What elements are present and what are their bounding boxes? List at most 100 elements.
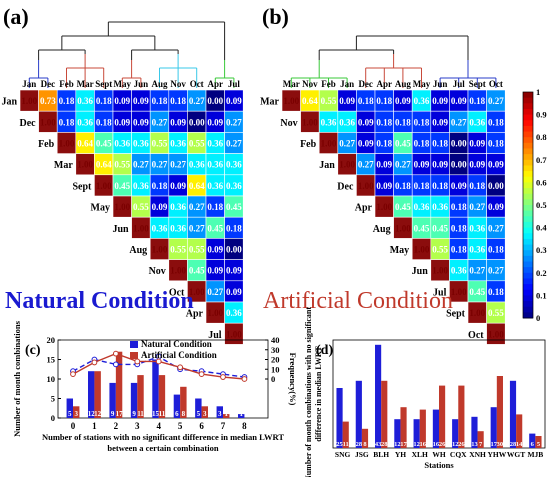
colorbar-segment [523,216,533,223]
heatmap-cell-value: 0.00 [451,160,467,170]
heatmap-col-label: Oct [190,79,204,89]
heatmap-cell-value: 0.36 [339,117,355,127]
y-tick-label: 5 [51,394,55,404]
heatmap-row-label: Mar [54,160,73,171]
heatmap-cell-value: 0.00 [189,117,205,127]
legend-swatch [130,341,138,348]
colorbar-segment [523,250,533,257]
chart-c-bar [180,386,187,418]
heatmap-cell-value: 0.55 [488,308,504,318]
chart-d-bar-label: 12 [413,441,420,448]
chart-d-bar [336,388,343,448]
x-tick-label: 8 [242,421,247,431]
heatmap-cell-value: 0.18 [488,245,504,255]
y2-tick-label: 20 [271,355,280,365]
chart-d-bar [509,380,517,448]
chart-c-bar-label: 1 [224,410,228,418]
heatmap-row-label: May [390,245,409,256]
colorbar-tick-label: 0.1 [536,290,547,300]
artificial-condition-title: Artificial Condition [263,288,453,314]
heatmap-cell-value: 1.00 [133,223,149,233]
chart-d-bar-label: 43 [375,441,382,448]
heatmap-artificial: Mar Nov Feb Jan Dec Apr Aug May Jun Jul Sept OctMar… [260,35,506,345]
heatmap-cell-value: 0.18 [59,117,75,127]
chart-d-bar [413,419,420,448]
heatmap-row-label: Nov [280,118,297,129]
chart-d-bar [432,409,439,448]
dendrogram [28,21,235,88]
heatmap-col-label: Dec [41,79,56,89]
heatmap-row-label: Dec [337,181,354,192]
heatmap-cell-value: 1.00 [469,308,485,318]
heatmap-cell-value: 1.00 [207,308,223,318]
x-tick-label: YH [395,450,406,459]
panel-d-label: (d) [316,343,333,358]
x-tick-label: 6 [199,421,204,431]
heatmap-cell-value: 0.27 [451,117,467,127]
heatmap-col-label: Jul [228,79,241,89]
x-tick-label: 2 [114,421,119,431]
heatmap-cell-value: 0.09 [207,245,223,255]
heatmap-cell-value: 0.09 [376,160,392,170]
chart-c-bar [73,406,80,418]
chart-c-bar-label: 3 [218,410,222,418]
heatmap-row-label: Sept [446,309,466,320]
x-tick-label: MJB [527,450,543,459]
chart-c-bar-label: 3 [74,410,78,418]
heatmap-cell-value: 0.18 [207,202,223,212]
colorbar-segment [523,199,533,206]
chart-d-bar-label: 13 [471,441,478,448]
heatmap-cell-value: 0.18 [376,96,392,106]
chart-c-bar [152,359,159,418]
chart-c-bar [115,351,123,418]
x-tick-label: 0 [71,421,76,431]
colorbar: 0 0.1 0.2 0.3 0.4 0.5 0.6 0.7 0.8 0.9 1 [522,87,547,323]
heatmap-row-label: Feb [300,139,317,150]
chart-d-bar-label: 12 [452,441,459,448]
heatmap-cell-value: 0.36 [321,117,337,127]
y-tick-label: 20 [47,335,56,345]
heatmap-cell-value: 0.09 [395,96,411,106]
chart-c-bar-label: 12 [94,410,102,418]
x-tick-label: XNH [469,450,486,459]
heatmap-col-label: Aug [151,79,168,89]
heatmap-cell-value: 0.55 [432,245,448,255]
heatmap-cell-value: 0.09 [207,266,223,276]
heatmap-cell-value: 0.36 [170,202,186,212]
heatmap-cell-value: 1.00 [189,287,205,297]
heatmap-cell-value: 0.18 [152,96,168,106]
colorbar-segment [523,278,533,285]
colorbar-segment [523,221,533,229]
heatmap-cell-value: 0.09 [488,202,504,212]
chart-c-bar [109,382,116,418]
heatmap-cell-value: 0.18 [451,245,467,255]
heatmap-cell-value: 0.45 [395,139,411,149]
heatmap-cell-value: 1.00 [339,160,355,170]
heatmap-cell-value: 0.45 [432,223,448,233]
chart-c-bar [223,414,230,418]
chart-d-bar-label: 16 [420,441,427,448]
chart-c-frequency-point [134,358,141,365]
chart-d-bar [361,428,369,448]
heatmap-cell-value: 0.18 [488,117,504,127]
heatmap-cell-value: 0.36 [133,139,149,149]
heatmap-cell-value: 0.36 [207,139,223,149]
heatmap-row-label: Mar [260,97,279,108]
legend-swatch [130,352,138,359]
heatmap-cell-value: 0.09 [358,139,374,149]
chart-d-bar [419,409,426,448]
heatmap-cell-value: 0.27 [488,223,504,233]
chart-d-bar [355,380,362,448]
heatmap-cell-value: 0.36 [207,160,223,170]
heatmap-cell-value: 0.36 [226,181,242,191]
heatmap-cell-value: 0.18 [59,96,75,106]
heatmap-cell-value: 0.36 [226,160,242,170]
heatmap-cell-value: 0.45 [226,202,242,212]
x-tick-label: 4 [156,421,161,431]
chart-d-bar-label: 5 [537,441,541,448]
chart-d-bar-label: 7 [479,441,483,448]
heatmap-col-label: Sept [95,79,112,89]
colorbar-segment [523,182,533,189]
heatmap-cell-value: 1.00 [432,266,448,276]
